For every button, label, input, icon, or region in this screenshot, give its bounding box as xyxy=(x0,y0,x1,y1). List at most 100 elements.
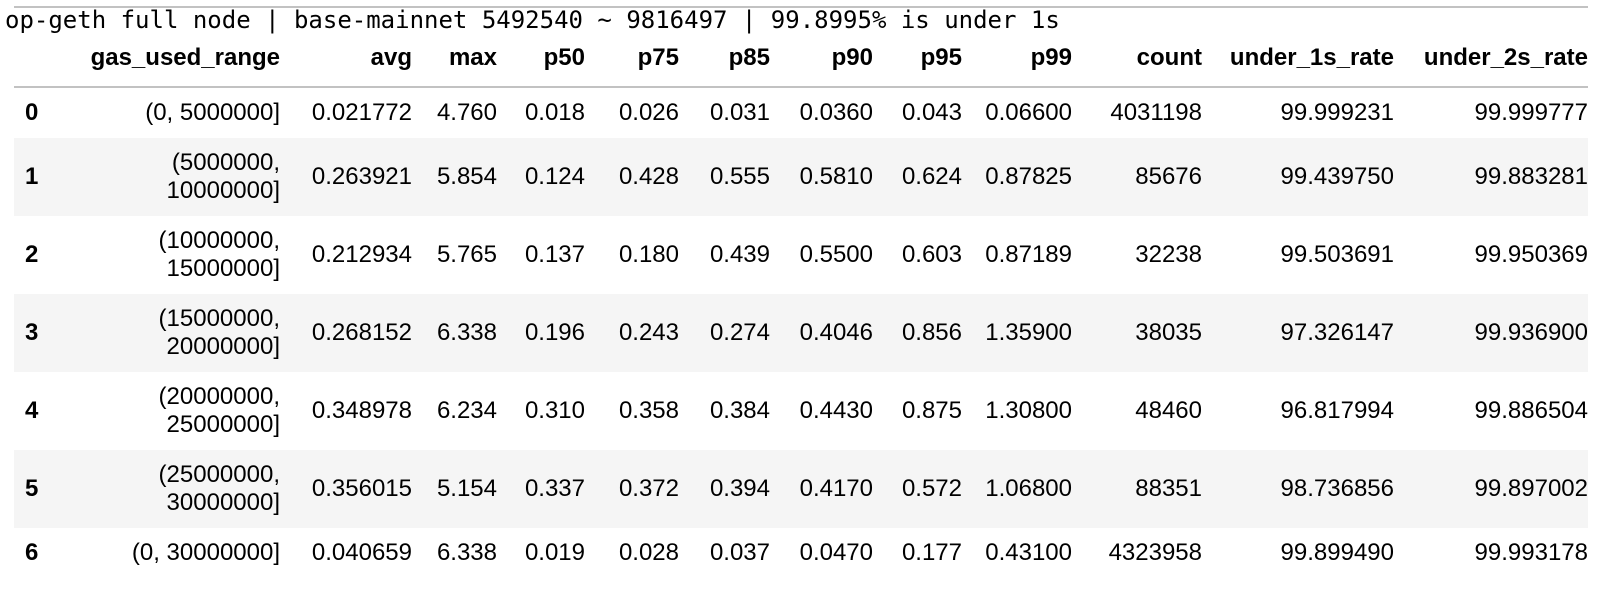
row-index: 0 xyxy=(25,99,39,126)
cell-max: 6.338 xyxy=(436,539,497,566)
column-header-max: max xyxy=(412,40,497,88)
cell-p50: 0.019 xyxy=(524,539,585,566)
table-header: gas_used_range avg max p50 p75 p85 p90 p95 p99 co… xyxy=(14,40,1588,88)
column-header-p50: p50 xyxy=(497,40,585,88)
table-row: 5 (25000000, 30000000] 0.356015 5.154 0.337 0… xyxy=(14,450,1588,528)
cell-p75: 0.028 xyxy=(618,539,679,566)
cell-gas_used_range: (0, 5000000] xyxy=(145,99,280,126)
gas-stats-table: gas_used_range avg max p50 p75 p85 p90 p95 p99 co… xyxy=(14,40,1588,578)
table-row: 2 (10000000, 15000000] 0.212934 5.765 0.137 0… xyxy=(14,216,1588,294)
cell-count: 85676 xyxy=(1135,163,1202,190)
cell-max: 4.760 xyxy=(436,99,497,126)
table-row: 1 (5000000, 10000000] 0.263921 5.854 0.124 0.… xyxy=(14,138,1588,216)
cell-p90: 0.5810 xyxy=(799,163,873,190)
cell-p90: 0.0360 xyxy=(799,99,873,126)
cell-p95: 0.603 xyxy=(901,241,962,268)
cell-under_2s_rate: 99.950369 xyxy=(1474,241,1588,268)
cell-p99: 0.87825 xyxy=(985,163,1072,190)
cell-max: 6.338 xyxy=(436,319,497,346)
cell-gas_used_range: (10000000, 15000000] xyxy=(158,227,280,282)
cell-p99: 1.35900 xyxy=(985,319,1072,346)
column-header-p75: p75 xyxy=(585,40,679,88)
cell-p85: 0.384 xyxy=(709,397,770,424)
cell-p90: 0.4170 xyxy=(799,475,873,502)
cell-p99: 0.43100 xyxy=(985,539,1072,566)
cell-p85: 0.037 xyxy=(709,539,770,566)
cell-p85: 0.031 xyxy=(709,99,770,126)
cell-under_1s_rate: 99.439750 xyxy=(1280,163,1394,190)
cell-count: 38035 xyxy=(1135,319,1202,346)
cell-under_1s_rate: 99.503691 xyxy=(1280,241,1394,268)
cell-max: 5.154 xyxy=(436,475,497,502)
column-header-gas_used_range: gas_used_range xyxy=(45,40,280,88)
cell-under_2s_rate: 99.993178 xyxy=(1474,539,1588,566)
cell-under_2s_rate: 99.936900 xyxy=(1474,319,1588,346)
cell-p95: 0.624 xyxy=(901,163,962,190)
row-index: 5 xyxy=(25,475,39,502)
column-header-avg: avg xyxy=(280,40,412,88)
row-index: 3 xyxy=(25,319,39,346)
cell-under_2s_rate: 99.883281 xyxy=(1474,163,1588,190)
cell-gas_used_range: (5000000, 10000000] xyxy=(166,149,280,204)
cell-p85: 0.555 xyxy=(709,163,770,190)
cropped-divider-line xyxy=(14,6,1588,8)
cell-under_1s_rate: 98.736856 xyxy=(1280,475,1394,502)
cell-p75: 0.180 xyxy=(618,241,679,268)
column-header-under_1s_rate: under_1s_rate xyxy=(1202,40,1394,88)
cell-max: 5.854 xyxy=(436,163,497,190)
cell-p85: 0.439 xyxy=(709,241,770,268)
cell-p95: 0.875 xyxy=(901,397,962,424)
cell-p95: 0.177 xyxy=(901,539,962,566)
cell-count: 4031198 xyxy=(1110,99,1202,126)
cell-avg: 0.212934 xyxy=(311,241,412,268)
cell-p95: 0.856 xyxy=(901,319,962,346)
cell-avg: 0.356015 xyxy=(311,475,412,502)
cell-p75: 0.026 xyxy=(618,99,679,126)
row-index: 1 xyxy=(25,163,39,190)
cell-p85: 0.394 xyxy=(709,475,770,502)
table-body: 0 (0, 5000000] 0.021772 4.760 0.018 0.026 0.03… xyxy=(14,87,1588,578)
cell-gas_used_range: (20000000, 25000000] xyxy=(158,383,280,438)
cell-p95: 0.043 xyxy=(901,99,962,126)
cell-under_1s_rate: 99.999231 xyxy=(1280,99,1394,126)
cell-p50: 0.310 xyxy=(524,397,585,424)
cell-max: 6.234 xyxy=(436,397,497,424)
cell-count: 88351 xyxy=(1135,475,1202,502)
cell-p75: 0.358 xyxy=(618,397,679,424)
cell-p50: 0.018 xyxy=(524,99,585,126)
cell-gas_used_range: (0, 30000000] xyxy=(131,539,280,566)
cell-under_1s_rate: 96.817994 xyxy=(1280,397,1394,424)
cell-p50: 0.124 xyxy=(524,163,585,190)
cell-under_2s_rate: 99.999777 xyxy=(1474,99,1588,126)
cell-under_2s_rate: 99.897002 xyxy=(1474,475,1588,502)
cell-p90: 0.4430 xyxy=(799,397,873,424)
cell-p99: 1.06800 xyxy=(985,475,1072,502)
cell-p99: 1.30800 xyxy=(985,397,1072,424)
cell-count: 32238 xyxy=(1135,241,1202,268)
cell-p99: 0.06600 xyxy=(985,99,1072,126)
cell-under_1s_rate: 97.326147 xyxy=(1280,319,1394,346)
cell-count: 48460 xyxy=(1135,397,1202,424)
cell-p50: 0.137 xyxy=(524,241,585,268)
column-header-p90: p90 xyxy=(770,40,873,88)
cell-avg: 0.040659 xyxy=(311,539,412,566)
column-header-p95: p95 xyxy=(873,40,962,88)
cell-p75: 0.243 xyxy=(618,319,679,346)
column-header-count: count xyxy=(1072,40,1202,88)
cell-avg: 0.348978 xyxy=(311,397,412,424)
cell-gas_used_range: (25000000, 30000000] xyxy=(158,461,280,516)
table-row: 0 (0, 5000000] 0.021772 4.760 0.018 0.026 0.03… xyxy=(14,87,1588,138)
cell-count: 4323958 xyxy=(1108,539,1202,566)
output-title: op-geth full node | base-mainnet 5492540… xyxy=(5,6,1060,34)
cell-avg: 0.268152 xyxy=(311,319,412,346)
cell-p50: 0.196 xyxy=(524,319,585,346)
cell-p75: 0.372 xyxy=(618,475,679,502)
cell-p75: 0.428 xyxy=(618,163,679,190)
table-row: 3 (15000000, 20000000] 0.268152 6.338 0.196 0… xyxy=(14,294,1588,372)
cell-p99: 0.87189 xyxy=(985,241,1072,268)
cell-under_1s_rate: 99.899490 xyxy=(1280,539,1394,566)
cell-p90: 0.4046 xyxy=(799,319,873,346)
cell-p85: 0.274 xyxy=(709,319,770,346)
index-column-header xyxy=(14,40,45,88)
cell-p90: 0.5500 xyxy=(799,241,873,268)
